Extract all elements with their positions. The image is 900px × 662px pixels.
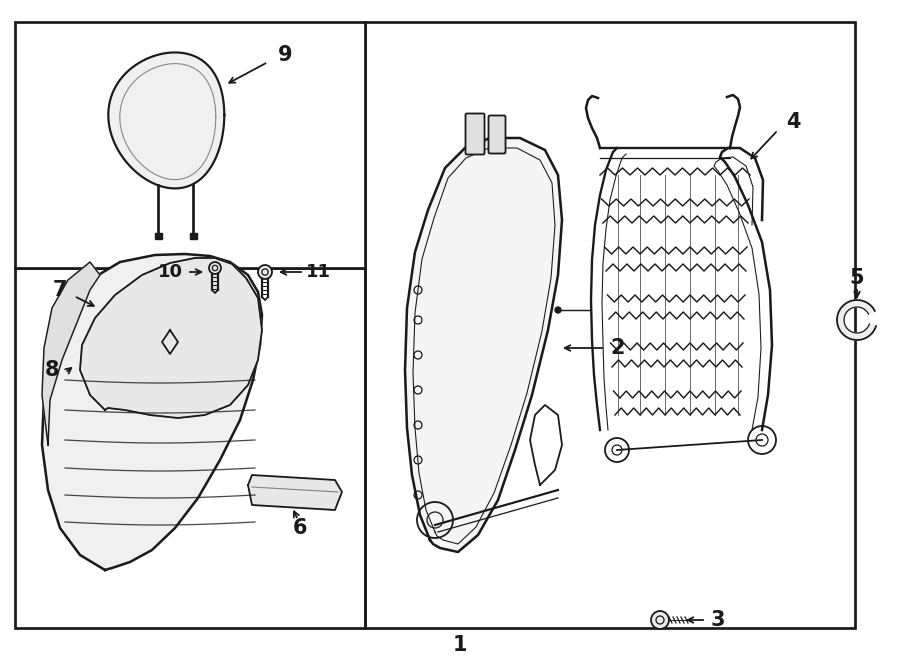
Circle shape	[209, 262, 221, 274]
Bar	[15, 22, 365, 268]
Polygon shape	[837, 300, 876, 340]
Bar	[365, 22, 855, 628]
Text: 10: 10	[158, 263, 183, 281]
Polygon shape	[80, 258, 262, 418]
Text: 4: 4	[786, 112, 800, 132]
Text: 11: 11	[305, 263, 330, 281]
Text: 6: 6	[292, 518, 307, 538]
Text: 9: 9	[278, 45, 293, 65]
Text: 3: 3	[711, 610, 725, 630]
Text: 2: 2	[611, 338, 625, 358]
Polygon shape	[248, 475, 342, 510]
FancyBboxPatch shape	[489, 115, 506, 154]
FancyBboxPatch shape	[465, 113, 484, 154]
Polygon shape	[42, 254, 262, 570]
Polygon shape	[108, 52, 224, 189]
Circle shape	[258, 265, 272, 279]
Polygon shape	[405, 138, 562, 552]
Text: 8: 8	[45, 360, 59, 380]
Text: 1: 1	[453, 635, 467, 655]
Bar	[190, 233, 197, 239]
Bar	[155, 233, 162, 239]
Circle shape	[555, 307, 561, 313]
Bar	[15, 268, 365, 628]
Circle shape	[651, 611, 669, 629]
Text: 7: 7	[53, 280, 68, 300]
Polygon shape	[42, 262, 100, 445]
Text: 5: 5	[850, 268, 864, 288]
